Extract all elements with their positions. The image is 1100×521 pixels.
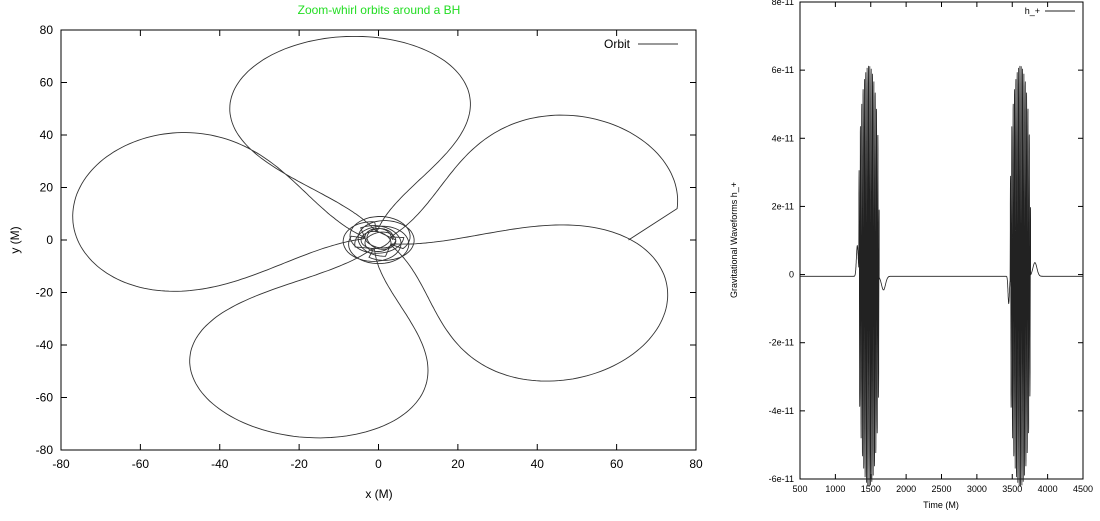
orbit-y-tick-label: 0 [46,233,53,247]
waveform-y-tick-label: -2e-11 [769,338,794,348]
waveform-y-tick-label: -4e-11 [769,406,794,416]
orbit-x-axis-label: x (M) [365,487,392,501]
waveform-plot-frame [799,1,1084,480]
waveform-x-tick-label: 2000 [896,484,916,494]
orbit-series-line [72,35,679,439]
orbit-x-tick-label: -60 [132,457,150,471]
waveform-x-tick-label: 4500 [1073,484,1093,494]
waveform-x-axis: 500 1000 1500 2000 2500 3000 3500 4000 4500 [792,2,1093,494]
waveform-y-tick-label: 2e-11 [772,201,794,211]
orbit-x-axis: -80 -60 -40 -20 0 20 40 60 80 [52,30,703,471]
waveform-x-tick-label: 1500 [861,484,881,494]
orbit-x-tick-label: 20 [451,457,465,471]
waveform-chart: 500 1000 1500 2000 2500 3000 3500 4000 4500 -6e-… [729,0,1093,510]
orbit-y-tick-label: 80 [40,23,54,37]
orbit-x-tick-label: 60 [610,457,624,471]
waveform-legend-label: h_+ [1025,6,1040,16]
waveform-series-line [800,65,1083,487]
waveform-x-tick-label: 500 [792,484,807,494]
waveform-y-axis: -6e-11 -4e-11 -2e-11 0 2e-11 4e-11 6e-11 8e-11 [769,0,1083,484]
orbit-y-tick-label: -60 [36,391,54,405]
orbit-x-tick-label: -40 [211,457,229,471]
waveform-y-tick-label: 4e-11 [772,133,794,143]
waveform-y-axis-label: Gravitational Waveforms h_+ [729,182,739,298]
waveform-y-tick-label: -6e-11 [769,474,794,484]
orbit-y-tick-label: -20 [36,286,54,300]
orbit-legend: Orbit [604,37,678,51]
orbit-y-tick-label: 40 [40,128,54,142]
waveform-x-tick-label: 3500 [1002,484,1022,494]
orbit-x-tick-label: 80 [689,457,703,471]
waveform-y-tick-label: 6e-11 [772,65,794,75]
orbit-x-tick-label: 0 [375,457,382,471]
orbit-legend-label: Orbit [604,37,631,51]
waveform-y-tick-label: 8e-11 [772,0,794,7]
waveform-x-tick-label: 4000 [1038,484,1058,494]
waveform-legend: h_+ [1025,6,1075,16]
waveform-x-tick-label: 2500 [931,484,951,494]
waveform-x-axis-label: Time (M) [923,500,959,510]
orbit-y-tick-label: -40 [36,338,54,352]
orbit-chart-title: Zoom-whirl orbits around a BH [298,3,461,17]
orbit-y-tick-label: -80 [36,443,54,457]
orbit-x-tick-label: 40 [531,457,545,471]
orbit-x-tick-label: -80 [52,457,70,471]
orbit-y-axis: -80 -60 -40 -20 0 20 40 60 80 [36,23,696,457]
orbit-y-tick-label: 60 [40,76,54,90]
waveform-x-tick-label: 1000 [825,484,845,494]
orbit-y-tick-label: 20 [40,181,54,195]
orbit-x-tick-label: -20 [290,457,308,471]
waveform-y-tick-label: 0 [789,270,794,280]
orbit-chart: Zoom-whirl orbits around a BH -80 -60 -40-… [8,3,703,501]
orbit-y-axis-label: y (M) [8,226,22,253]
orbit-plot-frame [60,29,697,451]
waveform-x-tick-label: 3000 [967,484,987,494]
